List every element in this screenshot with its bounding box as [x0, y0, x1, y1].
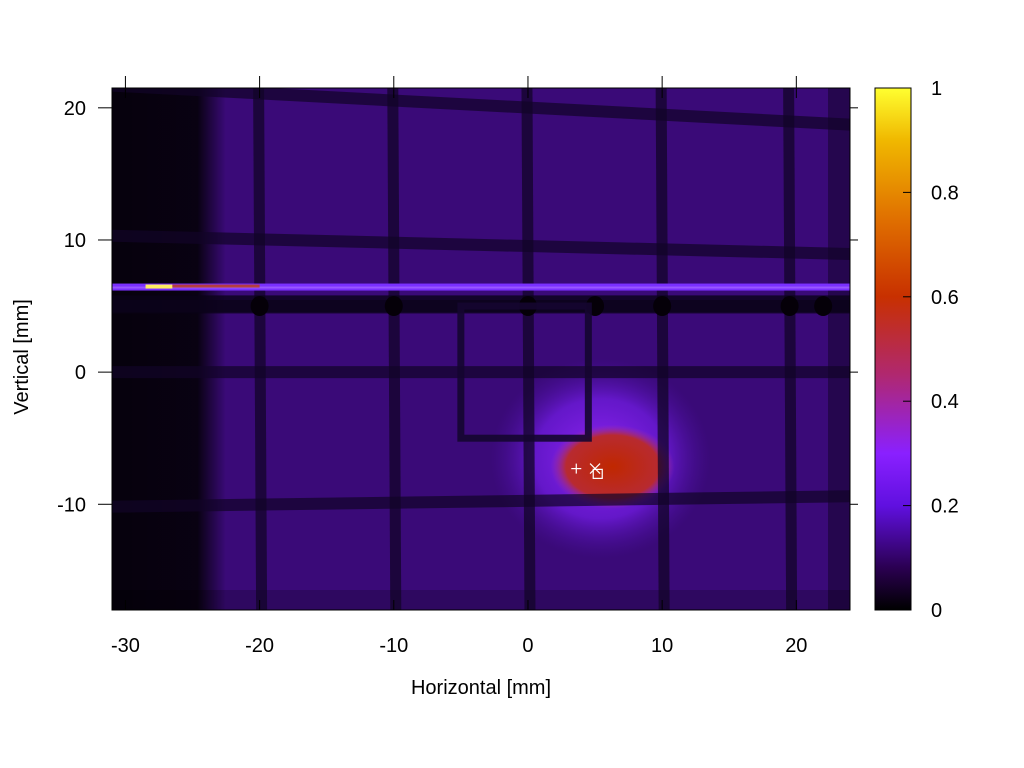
- y-tick-label: 10: [64, 230, 86, 252]
- plus-marker: [571, 463, 582, 474]
- beam-spot: [550, 424, 675, 509]
- colorbar-tick-label: 0.2: [931, 496, 959, 518]
- grid-shadow-horizontal: [112, 229, 850, 260]
- edge-shadow: [828, 88, 850, 610]
- grid-shadow-vertical: [655, 88, 670, 610]
- band-warm-segment: [172, 284, 260, 288]
- colorbar-tick-label: 0: [931, 600, 942, 622]
- cross-marker-b: [589, 463, 601, 475]
- rivet-shadow: [780, 296, 799, 317]
- horizontal-band-core: [112, 286, 850, 289]
- marker-group: [571, 463, 603, 479]
- x-tick-label: 20: [785, 635, 807, 657]
- y-tick-label: 20: [64, 98, 86, 120]
- dark-region: [112, 88, 226, 610]
- x-tick-label: -10: [379, 635, 408, 657]
- heatmap-image: [112, 88, 850, 610]
- grid-shadow-vertical: [387, 88, 402, 610]
- grid-shadow-horizontal: [112, 88, 850, 131]
- grid-shadow-horizontal: [112, 490, 850, 513]
- colorbar-tick-label: 1: [931, 78, 942, 100]
- grid-shadow-vertical: [783, 88, 798, 610]
- grid-shadow-vertical: [521, 88, 536, 610]
- plot-frame: [111, 87, 851, 611]
- x-tick-label: 0: [522, 635, 533, 657]
- colorbar-tick-label: 0.6: [931, 287, 959, 309]
- colorbar-tick-label: 0.8: [931, 182, 959, 204]
- heatmap-background: [112, 88, 850, 610]
- colorbar-axis: 0 0.2 0.4 0.6 0.8 1: [903, 78, 959, 622]
- cross-marker: [589, 463, 601, 475]
- frame-shadow: [457, 302, 592, 442]
- axes: -30 -20 -10 0 10 20 -10 0 10 20: [57, 76, 858, 657]
- x-axis-label: Horizontal [mm]: [411, 677, 551, 699]
- x-tick-label: 10: [651, 635, 673, 657]
- colorbar-tick-label: 0.4: [931, 391, 959, 413]
- square-marker: [592, 468, 603, 479]
- band-bright-end: [145, 284, 173, 289]
- grid-shadow-vertical: [253, 88, 268, 610]
- edge-shadow: [112, 590, 850, 610]
- rivet-shadow: [384, 296, 403, 317]
- y-axis-label: Vertical [mm]: [11, 299, 33, 415]
- y-tick-label: -10: [57, 494, 86, 516]
- rivet-shadow: [814, 296, 833, 317]
- x-tick-label: -20: [245, 635, 274, 657]
- y-tick-label: 0: [75, 362, 86, 384]
- rivet-shadow: [653, 296, 672, 317]
- rivet-shadow: [250, 296, 269, 317]
- colorbar: [874, 87, 912, 611]
- x-tick-label: -30: [111, 635, 140, 657]
